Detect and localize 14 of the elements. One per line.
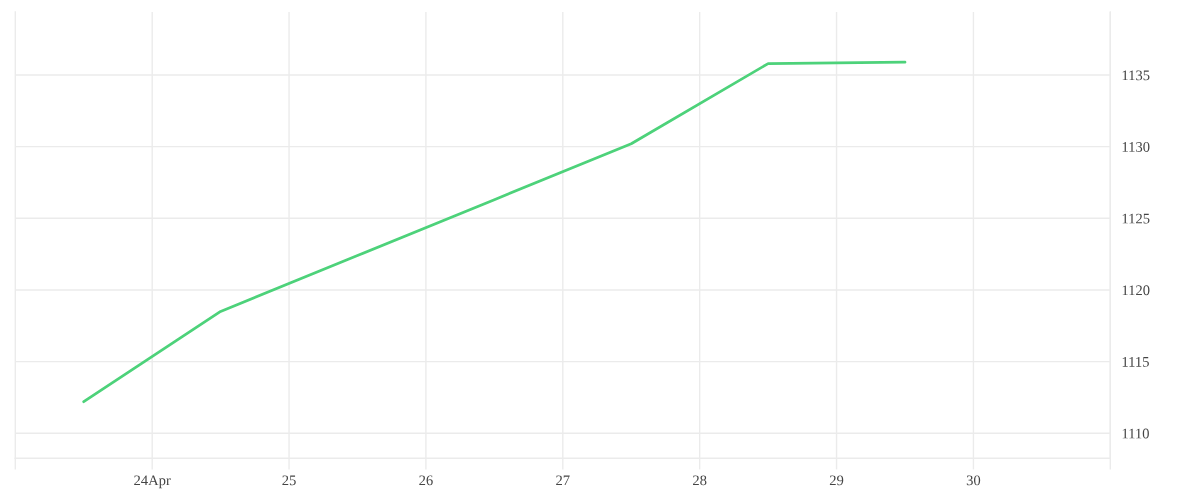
x-tick-label: 26	[419, 475, 433, 486]
x-tick-label: 28	[693, 475, 707, 486]
x-tick-label: 24Apr	[134, 475, 171, 489]
x-tick-label: 30	[966, 475, 981, 486]
y-tick-label: 1110	[1122, 428, 1149, 439]
x-tick-label: 29	[829, 475, 844, 486]
y-tick-label: 1130	[1122, 142, 1150, 152]
y-tick-label: 1135	[1122, 70, 1150, 81]
y-tick-label: 1115	[1122, 357, 1149, 367]
line-series	[82, 60, 907, 404]
x-tick-label: 25	[282, 475, 296, 486]
y-tick-label: 1125	[1122, 213, 1150, 224]
y-tick-label: 1120	[1122, 285, 1150, 296]
x-tick-label: 27	[556, 475, 570, 486]
